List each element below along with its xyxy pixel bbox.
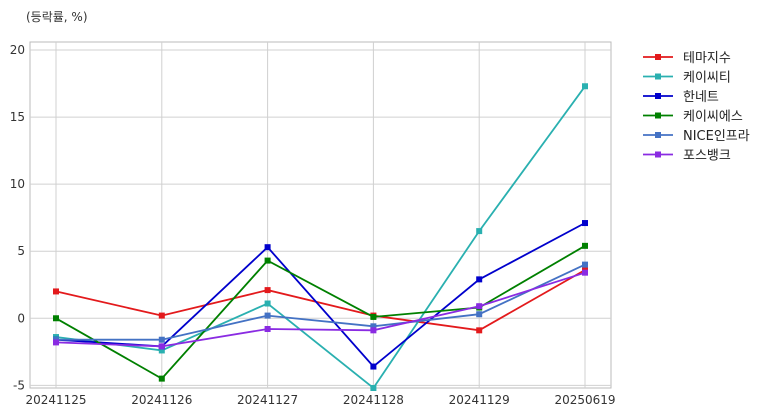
legend-marker	[655, 132, 661, 138]
legend-marker	[655, 112, 661, 119]
legend-label: 포스뱅크	[683, 149, 731, 164]
series-line	[55, 245, 586, 380]
y-tick-label: 0	[17, 311, 25, 325]
y-tick-label: 10	[10, 177, 25, 191]
plot-frame	[29, 41, 612, 389]
data-point	[476, 228, 483, 235]
series-line	[55, 85, 586, 390]
legend-marker	[655, 54, 661, 60]
data-point	[158, 312, 165, 319]
legend-label: 케이씨에스	[683, 110, 743, 125]
data-point	[264, 244, 271, 251]
data-point	[582, 261, 588, 268]
data-point	[264, 300, 271, 307]
legend-label: NICE인프라	[683, 129, 750, 144]
legend-marker	[655, 151, 661, 158]
data-point	[264, 257, 271, 264]
data-point	[370, 385, 377, 391]
data-point	[476, 327, 483, 334]
data-point	[158, 347, 165, 354]
legend-marker	[655, 73, 661, 80]
series-line	[55, 271, 586, 348]
series-line	[55, 269, 586, 332]
data-point	[370, 323, 377, 330]
x-tick-label: 20241126	[131, 393, 192, 407]
data-point	[158, 336, 165, 343]
y-tick-label: 15	[10, 110, 25, 124]
data-point	[582, 269, 588, 276]
y-tick-label: 20	[10, 43, 25, 57]
data-point	[158, 375, 165, 382]
y-tick-label: -5	[13, 378, 25, 392]
x-tick-label: 20241129	[449, 393, 510, 407]
data-point	[158, 343, 165, 350]
data-point	[476, 303, 483, 310]
data-point	[370, 327, 377, 334]
x-tick-label: 20250619	[554, 393, 615, 407]
data-point	[582, 83, 588, 90]
data-point	[264, 312, 271, 319]
data-point	[53, 288, 59, 295]
series-line	[56, 263, 586, 341]
legend-label: 케이씨티	[683, 71, 731, 86]
legend-label: 한네트	[683, 90, 719, 105]
x-tick-label: 20241127	[237, 393, 298, 407]
data-point	[582, 220, 588, 227]
x-tick-label: 20241128	[343, 393, 404, 407]
data-point	[476, 276, 483, 283]
data-point	[264, 287, 271, 294]
data-point	[53, 315, 59, 322]
data-point	[53, 339, 59, 346]
x-tick-label: 20241125	[25, 393, 86, 407]
unit-label: (등락률, %)	[26, 10, 88, 24]
data-point	[370, 313, 377, 320]
legend-label: 테마지수	[683, 51, 731, 66]
data-point	[476, 311, 483, 318]
data-point	[582, 242, 588, 249]
y-tick-label: 5	[17, 244, 25, 258]
data-point	[370, 363, 377, 370]
data-point	[264, 325, 271, 332]
legend-marker	[655, 93, 661, 99]
